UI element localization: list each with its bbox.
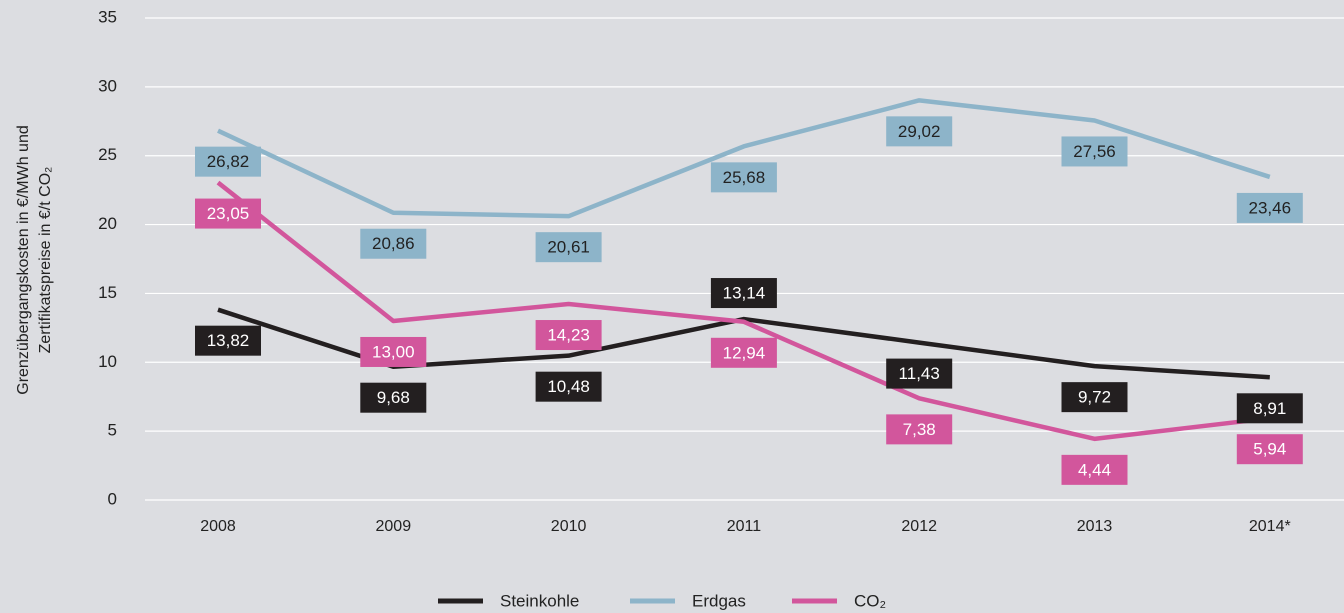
x-tick-label: 2014* (1249, 518, 1291, 535)
value-label: 9,72 (1078, 388, 1111, 407)
value-label: 13,00 (372, 342, 415, 361)
x-tick-label: 2009 (376, 518, 412, 535)
y-tick-label: 15 (98, 283, 117, 302)
value-label-box (535, 232, 602, 263)
value-label-box (1236, 192, 1303, 223)
value-label: 9,68 (377, 388, 410, 407)
value-label-box (195, 198, 261, 229)
value-label: 27,56 (1073, 142, 1116, 161)
value-label-box (886, 414, 953, 445)
y-axis-label-line: Zertifikatspreise in €/t CO₂ (37, 167, 54, 354)
value-label-box (1061, 454, 1128, 485)
value-label: 7,38 (903, 420, 936, 439)
value-label-box (710, 278, 777, 309)
series-line (217, 98, 1271, 219)
value-label-box (710, 162, 777, 193)
x-tick-label: 2011 (727, 518, 762, 535)
value-label-box (886, 116, 953, 147)
value-label: 8,91 (1253, 399, 1286, 418)
value-label-box (360, 228, 427, 259)
value-label: 20,86 (372, 234, 415, 253)
value-label: 14,23 (547, 326, 590, 345)
legend-label: Steinkohle (500, 591, 579, 610)
value-label: 23,05 (207, 204, 250, 223)
legend-label: Erdgas (692, 591, 746, 610)
value-label-box (360, 336, 427, 367)
y-axis-label-line: Grenzübergangskosten in €/MWh und (15, 125, 32, 394)
value-label-box (195, 325, 261, 356)
value-label: 29,02 (898, 122, 941, 141)
x-tick-label: 2013 (1077, 518, 1113, 535)
value-label: 26,82 (207, 152, 250, 171)
value-label-box (360, 382, 427, 413)
legend-label: CO₂ (854, 591, 886, 610)
value-label: 20,61 (547, 238, 590, 257)
value-label-box (535, 371, 602, 402)
x-tick-label: 2012 (901, 518, 937, 535)
value-label: 13,14 (723, 284, 766, 303)
value-label: 4,44 (1078, 460, 1111, 479)
y-tick-label: 30 (98, 76, 117, 95)
value-label-box (1061, 136, 1128, 167)
value-label: 25,68 (723, 168, 766, 187)
value-label-box (1236, 434, 1303, 465)
value-label: 13,82 (207, 331, 250, 350)
x-tick-label: 2008 (200, 518, 236, 535)
y-tick-label: 0 (108, 489, 117, 508)
value-label: 12,94 (723, 343, 766, 362)
y-tick-label: 5 (108, 421, 117, 440)
y-tick-label: 20 (98, 214, 117, 233)
y-tick-label: 35 (98, 7, 117, 26)
x-tick-label: 2010 (551, 518, 587, 535)
series-line (216, 180, 1271, 442)
value-label: 10,48 (547, 377, 590, 396)
value-label-box (1061, 382, 1128, 413)
value-label: 11,43 (899, 364, 940, 383)
y-axis-label: Grenzübergangskosten in €/MWh und Zertifi… (15, 125, 54, 394)
value-label-box (886, 358, 953, 389)
value-label-box (195, 146, 261, 177)
y-tick-label: 10 (98, 352, 117, 371)
y-tick-label: 25 (98, 145, 117, 164)
value-label-box (710, 337, 777, 368)
value-label-box (1236, 393, 1303, 424)
value-label-box (535, 320, 602, 351)
value-label: 23,46 (1249, 198, 1292, 217)
value-label: 5,94 (1253, 440, 1286, 459)
